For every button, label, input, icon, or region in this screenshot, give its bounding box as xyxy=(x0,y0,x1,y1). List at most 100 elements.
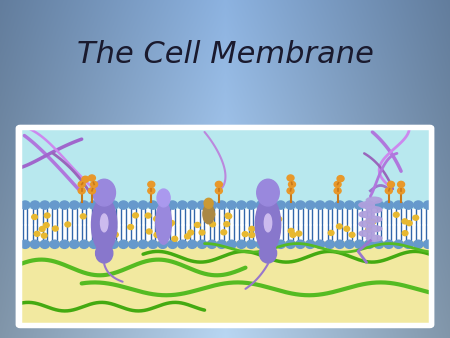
Circle shape xyxy=(60,201,69,209)
Circle shape xyxy=(148,201,158,209)
Circle shape xyxy=(104,212,109,217)
Circle shape xyxy=(112,232,118,237)
Circle shape xyxy=(178,201,187,209)
Circle shape xyxy=(247,240,256,248)
Circle shape xyxy=(99,201,108,209)
Ellipse shape xyxy=(366,235,382,241)
Circle shape xyxy=(349,232,355,237)
Circle shape xyxy=(398,182,405,188)
Circle shape xyxy=(158,201,167,209)
Circle shape xyxy=(249,233,255,238)
Circle shape xyxy=(226,214,232,219)
Circle shape xyxy=(60,240,69,248)
Circle shape xyxy=(119,240,128,248)
Ellipse shape xyxy=(255,197,281,252)
Circle shape xyxy=(78,182,85,188)
Ellipse shape xyxy=(156,201,171,244)
Circle shape xyxy=(128,224,134,230)
Ellipse shape xyxy=(257,179,279,206)
Circle shape xyxy=(242,232,248,237)
Circle shape xyxy=(44,213,50,218)
Circle shape xyxy=(337,224,342,229)
Circle shape xyxy=(364,240,374,248)
Circle shape xyxy=(423,240,433,248)
Circle shape xyxy=(145,213,151,218)
Circle shape xyxy=(402,231,408,236)
Circle shape xyxy=(237,201,246,209)
Circle shape xyxy=(266,240,275,248)
Circle shape xyxy=(328,231,334,235)
Circle shape xyxy=(272,223,278,228)
Circle shape xyxy=(148,240,158,248)
Circle shape xyxy=(414,201,423,209)
Ellipse shape xyxy=(359,212,374,217)
Circle shape xyxy=(172,236,178,241)
Circle shape xyxy=(288,182,296,188)
Circle shape xyxy=(82,176,89,182)
Ellipse shape xyxy=(259,243,277,263)
FancyBboxPatch shape xyxy=(17,126,433,327)
Ellipse shape xyxy=(157,189,170,207)
Circle shape xyxy=(188,240,197,248)
Circle shape xyxy=(404,240,413,248)
Circle shape xyxy=(207,240,216,248)
Circle shape xyxy=(133,213,139,218)
Circle shape xyxy=(306,240,315,248)
Ellipse shape xyxy=(100,214,108,232)
Circle shape xyxy=(276,217,282,222)
Circle shape xyxy=(345,240,354,248)
Circle shape xyxy=(374,240,384,248)
Circle shape xyxy=(70,240,79,248)
Circle shape xyxy=(217,240,226,248)
Circle shape xyxy=(154,216,159,221)
Circle shape xyxy=(129,201,138,209)
Circle shape xyxy=(344,226,350,231)
Circle shape xyxy=(207,201,216,209)
Ellipse shape xyxy=(95,243,113,263)
Circle shape xyxy=(269,210,275,215)
Circle shape xyxy=(335,240,344,248)
Circle shape xyxy=(249,226,255,232)
Circle shape xyxy=(168,201,177,209)
Ellipse shape xyxy=(91,197,117,252)
Circle shape xyxy=(296,201,305,209)
Circle shape xyxy=(402,219,408,224)
Circle shape xyxy=(270,213,276,217)
Circle shape xyxy=(109,240,118,248)
Ellipse shape xyxy=(359,221,374,227)
Circle shape xyxy=(306,201,315,209)
Circle shape xyxy=(158,240,167,248)
Ellipse shape xyxy=(366,207,382,213)
Circle shape xyxy=(78,188,85,194)
Circle shape xyxy=(129,240,138,248)
Circle shape xyxy=(276,201,285,209)
Circle shape xyxy=(366,227,371,232)
Circle shape xyxy=(65,222,71,227)
Circle shape xyxy=(366,219,372,224)
Circle shape xyxy=(247,201,256,209)
Circle shape xyxy=(154,233,160,237)
Circle shape xyxy=(217,201,226,209)
Circle shape xyxy=(41,233,47,238)
Circle shape xyxy=(345,201,354,209)
Circle shape xyxy=(81,214,86,219)
Circle shape xyxy=(413,215,419,220)
Circle shape xyxy=(139,201,148,209)
Circle shape xyxy=(385,188,392,194)
Circle shape xyxy=(166,222,172,227)
Circle shape xyxy=(188,230,194,235)
Circle shape xyxy=(355,201,364,209)
Circle shape xyxy=(355,240,364,248)
Circle shape xyxy=(256,240,266,248)
Bar xyxy=(20,232,430,324)
Circle shape xyxy=(423,201,433,209)
Circle shape xyxy=(337,176,344,182)
Circle shape xyxy=(394,201,403,209)
Circle shape xyxy=(398,188,405,194)
Circle shape xyxy=(20,201,30,209)
Circle shape xyxy=(20,240,30,248)
Circle shape xyxy=(334,182,341,188)
Circle shape xyxy=(79,240,89,248)
Circle shape xyxy=(89,201,99,209)
Circle shape xyxy=(288,228,294,234)
